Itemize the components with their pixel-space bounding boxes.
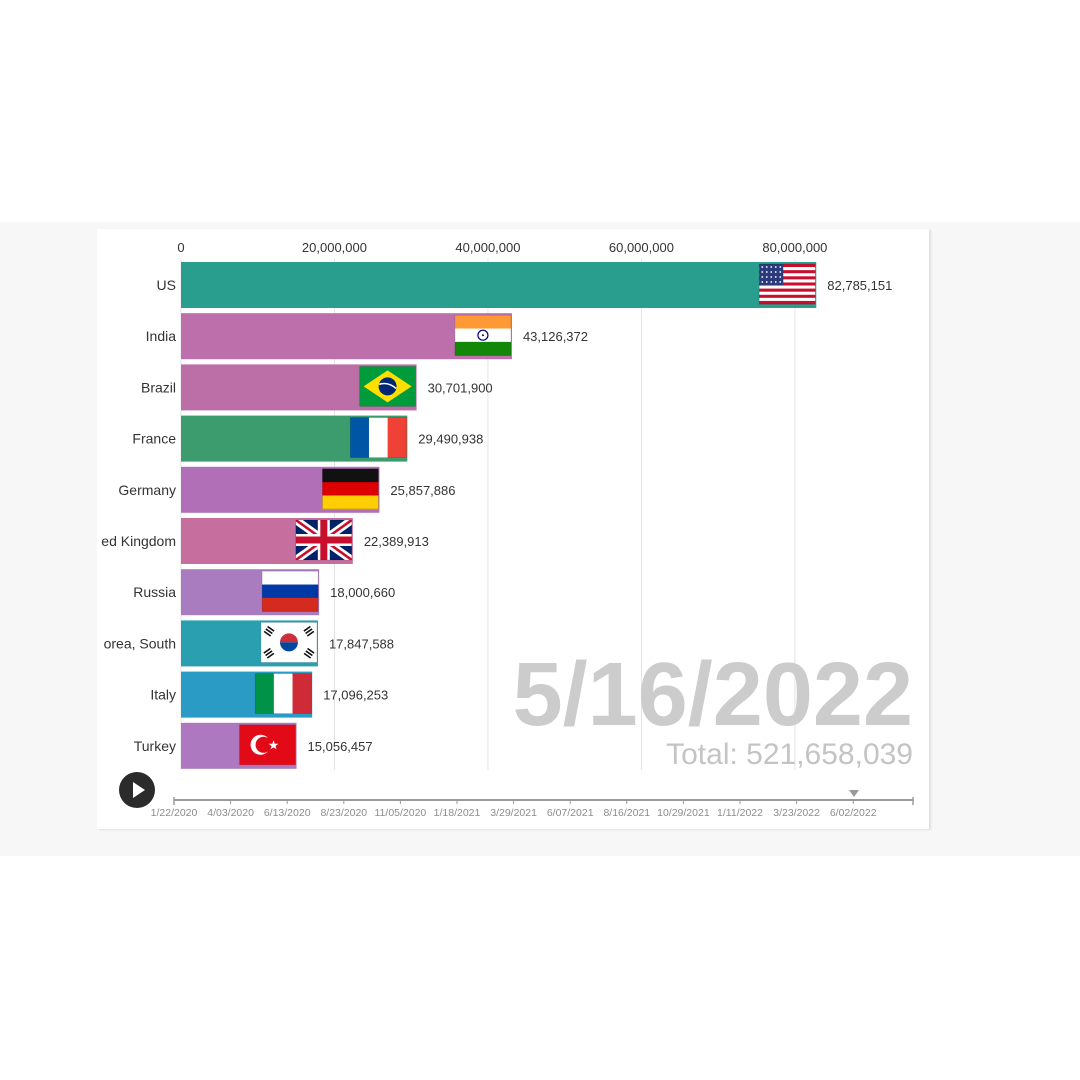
category-label: Germany <box>118 482 176 498</box>
value-label: 15,056,457 <box>308 739 373 754</box>
x-axis-tick-label: 0 <box>177 240 184 255</box>
bar-row: Brazil 30,701,900 <box>141 364 493 411</box>
timeline-date-label: 1/18/2021 <box>434 807 481 819</box>
category-label: ed Kingdom <box>101 533 176 549</box>
turkey-flag-icon <box>239 724 296 766</box>
south-korea-flag-icon <box>260 621 318 663</box>
brazil-flag-icon <box>359 365 416 407</box>
timeline-date-label: 3/23/2022 <box>773 807 820 819</box>
category-label: Turkey <box>134 738 176 754</box>
italy-flag-icon <box>254 673 312 715</box>
timeline-date-label: 8/23/2020 <box>320 807 367 819</box>
value-label: 29,490,938 <box>418 432 483 447</box>
category-label: Italy <box>150 687 176 703</box>
timeline-date-label: 3/29/2021 <box>490 807 537 819</box>
value-label: 22,389,913 <box>364 534 429 549</box>
play-icon <box>133 782 145 798</box>
russia-flag-icon <box>261 570 319 612</box>
value-label: 17,847,588 <box>329 636 394 651</box>
bar-0 <box>181 262 817 308</box>
bar-row: Russia 18,000,660 <box>133 569 395 616</box>
value-label: 18,000,660 <box>330 585 395 600</box>
total-count-label: Total: 521,658,039 <box>666 738 913 771</box>
bar-row: ed Kingdom 22,389,913 <box>101 518 429 564</box>
timeline-handle[interactable] <box>848 790 859 797</box>
category-label: Brazil <box>141 379 176 395</box>
play-button[interactable] <box>119 772 155 808</box>
timeline-date-label: 6/07/2021 <box>547 807 594 819</box>
timeline-date-label: 10/29/2021 <box>657 807 710 819</box>
current-date-display: 5/16/2022 <box>513 645 913 745</box>
bar-chart-svg: 0 20,000,000 40,000,000 60,000,000 80,000,00… <box>101 240 914 819</box>
bar-row: orea, South 17,847,588 <box>104 620 394 667</box>
timeline-date-label: 4/03/2020 <box>207 807 254 819</box>
india-flag-icon <box>454 314 512 356</box>
timeline-date-label: 1/22/2020 <box>151 807 198 819</box>
category-label: France <box>132 431 176 447</box>
bars-layer: US 82,785,151 India 43,126,372 Brazil 30,701,… <box>101 262 892 769</box>
category-label: US <box>157 277 176 293</box>
category-label: India <box>146 328 177 344</box>
bar-row: Turkey 15,056,457 <box>134 722 373 769</box>
category-label: Russia <box>133 584 176 600</box>
value-label: 17,096,253 <box>323 688 388 703</box>
value-label: 30,701,900 <box>428 380 493 395</box>
bar-row: India 43,126,372 <box>146 313 588 360</box>
x-axis-tick-label: 60,000,000 <box>609 240 674 255</box>
timeline-date-label: 6/02/2022 <box>830 807 877 819</box>
x-axis-tick-label: 40,000,000 <box>455 240 520 255</box>
bar-row: France 29,490,938 <box>132 415 483 462</box>
value-label: 43,126,372 <box>523 329 588 344</box>
france-flag-icon <box>349 417 407 459</box>
uk-flag-icon <box>295 519 353 561</box>
timeline-slider[interactable]: 1/22/2020 4/03/2020 6/13/2020 8/23/2020 11/0… <box>151 790 914 819</box>
value-label: 82,785,151 <box>827 278 892 293</box>
value-label: 25,857,886 <box>390 483 455 498</box>
bar-row: Germany 25,857,886 <box>118 466 456 513</box>
bar-row: Italy 17,096,253 <box>150 671 388 718</box>
us-flag-icon <box>758 263 816 305</box>
bar-chart-race-card: 0 20,000,000 40,000,000 60,000,000 80,000,00… <box>97 229 929 829</box>
category-label: orea, South <box>104 635 176 651</box>
timeline-date-label: 6/13/2020 <box>264 807 311 819</box>
timeline-date-label: 8/16/2021 <box>603 807 650 819</box>
x-axis-tick-label: 20,000,000 <box>302 240 367 255</box>
x-axis-tick-label: 80,000,000 <box>762 240 827 255</box>
timeline-date-label: 1/11/2022 <box>717 807 763 819</box>
germany-flag-icon <box>322 468 379 510</box>
timeline-date-label: 11/05/2020 <box>375 807 427 819</box>
bar-row: US 82,785,151 <box>157 262 892 308</box>
